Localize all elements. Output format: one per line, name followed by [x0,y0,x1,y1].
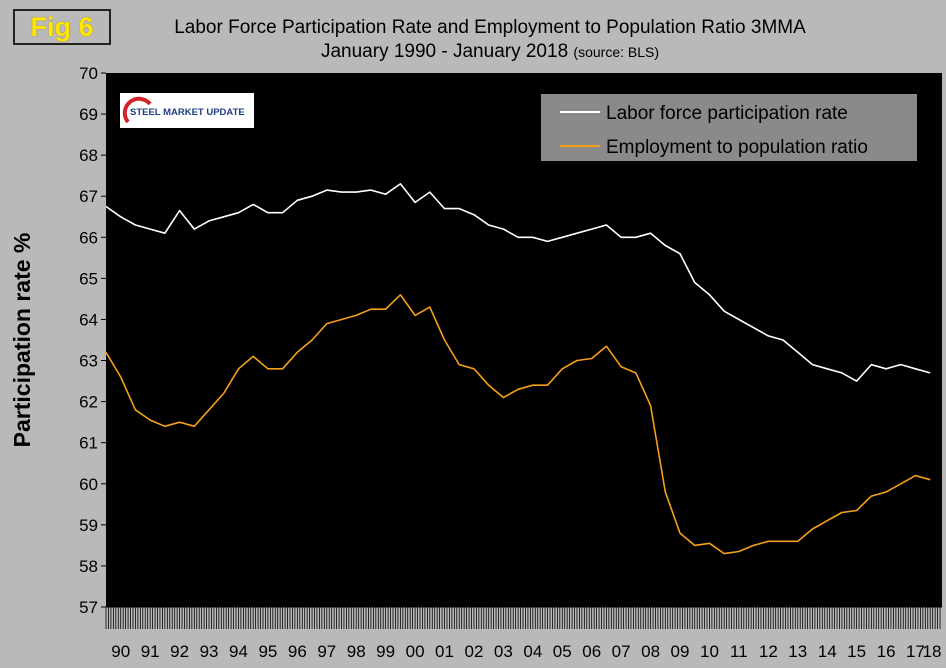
legend: Labor force participation rate Employmen… [541,94,917,161]
chart-title-block: Labor Force Participation Rate and Emplo… [130,16,850,64]
x-tick-label: 94 [229,642,248,661]
chart-subtitle: January 1990 - January 2018 (source: BLS… [130,40,850,64]
y-axis-label: Participation rate % [9,233,35,448]
x-tick-label: 05 [553,642,572,661]
x-tick-label: 13 [788,642,807,661]
x-tick-label: 95 [258,642,277,661]
y-tick-label: 58 [79,557,98,576]
x-tick-label: 92 [170,642,189,661]
y-tick-label: 63 [79,352,98,371]
x-tick-label: 15 [847,642,866,661]
x-tick-label: 11 [730,642,748,661]
x-tick-label: 10 [700,642,719,661]
y-axis: 57 58 59 60 61 62 63 64 65 66 67 68 69 70 [79,64,106,617]
y-tick-label: 60 [79,475,98,494]
x-tick-label: 02 [464,642,483,661]
y-tick-label: 70 [79,64,98,83]
x-tick-label: 99 [376,642,395,661]
steel-market-update-logo: STEEL MARKET UPDATE [120,93,254,128]
x-tick-label: 12 [759,642,778,661]
source-note: (source: BLS) [573,44,660,60]
x-tick-label: 93 [200,642,219,661]
line-employment-population [105,293,931,555]
x-tick-label: 08 [641,642,660,661]
chart-title: Labor Force Participation Rate and Emplo… [174,17,806,38]
date-range-text: January 1990 - January 2018 [320,41,569,62]
legend-label-epop: Employment to population ratio [606,137,868,158]
x-tick-label: 18 [923,642,942,661]
x-axis: 90 91 92 93 94 95 96 97 98 99 00 01 02 03 04 05 06 07 08 09… [105,606,942,661]
y-tick-label: 68 [79,146,98,165]
y-tick-label: 62 [79,393,98,412]
x-tick-label: 98 [347,642,366,661]
x-tick-label: 16 [877,642,896,661]
line-labor-force-participation [105,183,931,382]
x-tick-label: 90 [111,642,130,661]
x-tick-label: 03 [494,642,513,661]
y-tick-label: 67 [79,187,98,206]
series-layer [105,183,931,555]
legend-box [541,94,917,161]
y-tick-label: 66 [79,228,98,247]
x-tick-label: 09 [671,642,690,661]
y-tick-label: 65 [79,269,98,288]
x-tick-label: 06 [582,642,601,661]
y-tick-label: 64 [79,310,98,329]
x-tick-label: 07 [612,642,631,661]
x-tick-label: 17 [906,642,925,661]
x-tick-label: 01 [435,642,454,661]
y-tick-label: 57 [79,598,98,617]
x-tick-label: 14 [818,642,837,661]
x-tick-label: 96 [288,642,307,661]
y-tick-label: 69 [79,105,98,124]
plot-area [106,73,942,607]
x-tick-label: 00 [406,642,425,661]
legend-label-lfpr: Labor force participation rate [606,103,848,124]
y-tick-label: 59 [79,516,98,535]
figure-number-badge: Fig 6 [13,9,111,45]
x-tick-label: 04 [523,642,542,661]
x-tick-label: 97 [317,642,336,661]
x-tick-label: 91 [141,642,160,661]
logo-text: STEEL MARKET UPDATE [130,107,245,118]
y-tick-label: 61 [79,434,98,453]
